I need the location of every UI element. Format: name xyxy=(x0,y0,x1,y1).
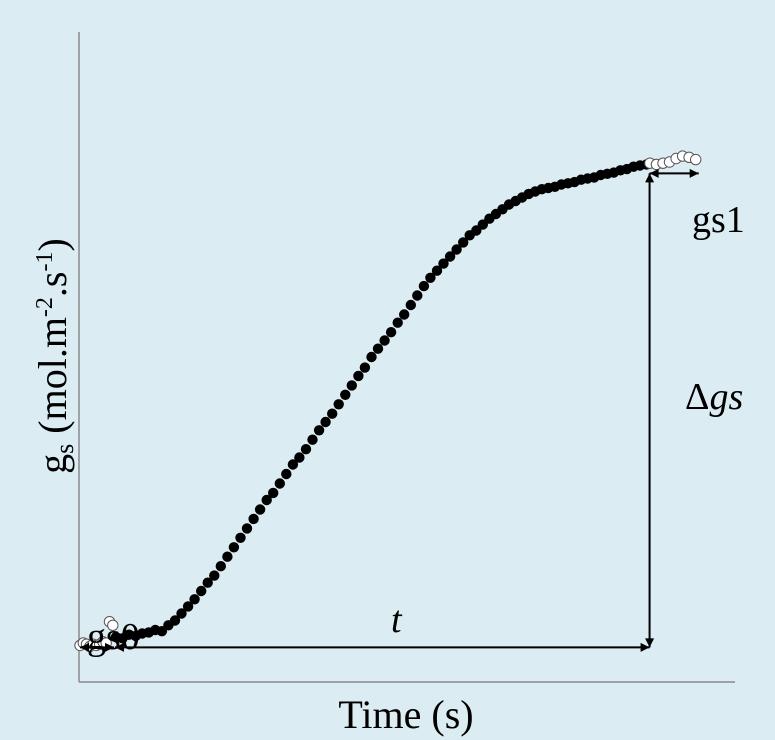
filled-data-point xyxy=(274,478,285,489)
filled-data-point xyxy=(222,551,233,562)
y-label-close: ) xyxy=(30,238,75,251)
filled-data-point xyxy=(294,452,305,463)
filled-data-point xyxy=(254,504,266,515)
filled-data-point xyxy=(431,265,443,276)
filled-data-point xyxy=(458,237,469,248)
filled-data-point xyxy=(209,570,220,581)
gs0-arrow-arrowhead xyxy=(80,642,89,652)
filled-data-point xyxy=(176,608,187,619)
filled-data-point xyxy=(202,577,213,588)
delta-gs-arrow-arrowhead xyxy=(645,173,655,183)
filled-data-point xyxy=(307,434,318,445)
filled-data-point xyxy=(366,351,377,363)
filled-data-point xyxy=(313,425,325,436)
filled-data-point xyxy=(438,258,449,269)
delta-gs-label: Δgs xyxy=(685,376,743,418)
filled-data-point xyxy=(228,542,240,553)
gs1-arrow xyxy=(649,168,699,178)
y-axis-label: gs (mol.m-2.s-1) xyxy=(30,238,79,474)
gs1-arrow-arrowhead xyxy=(689,168,699,178)
y-label-unit-b: .s xyxy=(30,271,75,297)
filled-data-point xyxy=(451,244,462,255)
delta-gs-text: gs xyxy=(709,376,743,418)
filled-data-point xyxy=(385,327,397,338)
filled-data-point xyxy=(379,335,390,346)
y-label-sub: s xyxy=(50,444,79,454)
filled-data-point xyxy=(444,251,456,262)
filled-data-point xyxy=(412,290,423,301)
filled-data-point xyxy=(248,513,259,525)
data-points xyxy=(74,150,702,653)
gs1-label: gs1 xyxy=(692,199,745,241)
gs0-label: gs0 xyxy=(87,616,140,658)
filled-data-point xyxy=(215,561,226,572)
filled-data-point xyxy=(169,615,181,626)
filled-data-point xyxy=(241,523,253,534)
filled-data-point xyxy=(372,343,384,354)
filled-data-point xyxy=(189,594,200,605)
filled-data-point xyxy=(327,408,338,419)
filled-data-point xyxy=(320,416,331,428)
gs1-arrow-arrowhead xyxy=(649,168,659,178)
filled-data-point xyxy=(268,487,279,499)
filled-data-point xyxy=(392,317,403,328)
open-data-point xyxy=(107,619,119,631)
t-label: t xyxy=(391,599,403,641)
filled-data-point xyxy=(235,532,246,543)
gs0-arrow xyxy=(80,642,115,652)
delta-symbol: Δ xyxy=(685,376,709,418)
filled-data-point xyxy=(261,494,272,506)
t-arrow-arrowhead xyxy=(115,642,124,652)
y-label-unit-a: (mol.m xyxy=(30,317,75,444)
filled-data-point xyxy=(399,309,410,320)
t-arrow xyxy=(115,642,650,652)
filled-data-point xyxy=(418,280,430,292)
filled-data-point xyxy=(346,380,357,391)
y-label-sup-a: -2 xyxy=(32,297,58,317)
x-axis-label: Time (s) xyxy=(338,692,473,737)
filled-data-point xyxy=(196,585,207,597)
filled-data-point xyxy=(359,362,371,373)
filled-data-point xyxy=(182,601,194,612)
gs0-arrow-arrowhead xyxy=(105,642,114,652)
t-arrow-arrowhead xyxy=(640,642,650,652)
open-data-point xyxy=(690,153,702,166)
filled-data-point xyxy=(333,399,344,410)
annotation-arrows xyxy=(80,168,699,652)
axes xyxy=(78,32,735,683)
filled-data-point xyxy=(340,389,351,400)
delta-gs-arrow xyxy=(645,173,655,648)
filled-data-point xyxy=(425,272,436,283)
filled-data-point xyxy=(281,468,292,480)
y-label-sup-b: -1 xyxy=(32,251,58,271)
filled-data-point xyxy=(300,444,312,455)
filled-data-point xyxy=(353,370,364,382)
filled-data-point xyxy=(405,299,416,311)
delta-gs-arrow-arrowhead xyxy=(645,638,655,648)
y-label-base: g xyxy=(30,454,75,474)
filled-data-point xyxy=(287,459,299,470)
